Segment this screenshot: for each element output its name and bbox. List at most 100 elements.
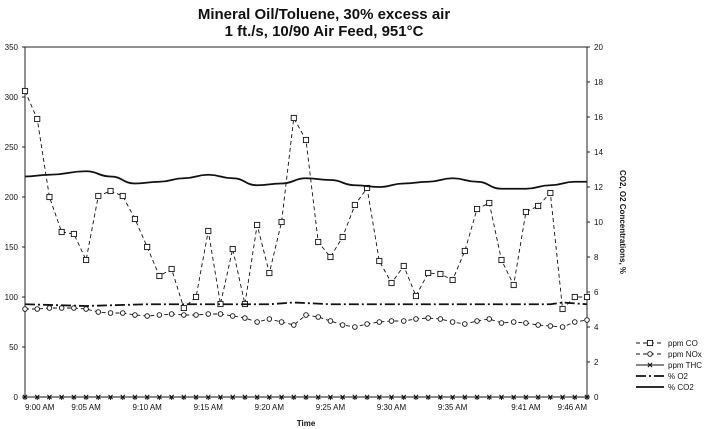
data-point xyxy=(34,115,41,123)
data-point xyxy=(144,243,151,251)
legend: ppm CO ppm NOx ppm THC % O2 % CO2 xyxy=(636,339,702,392)
x-tick-label: 9:25 AM xyxy=(316,403,346,412)
plot-area xyxy=(24,46,588,398)
data-point xyxy=(547,323,554,329)
data-point xyxy=(34,394,41,400)
data-point xyxy=(547,394,554,400)
legend-label: ppm CO xyxy=(668,339,698,348)
data-point xyxy=(559,305,566,313)
legend-label: % O2 xyxy=(668,372,689,381)
data-point xyxy=(437,316,444,322)
x-tick-label: 9:41 AM xyxy=(511,403,541,412)
legend-label: % CO2 xyxy=(668,383,694,392)
data-point xyxy=(254,221,261,229)
data-point xyxy=(119,394,126,400)
data-point xyxy=(412,394,419,400)
series-line xyxy=(24,170,587,190)
data-point xyxy=(83,306,89,312)
data-point xyxy=(474,394,481,400)
data-point xyxy=(547,189,554,197)
data-point xyxy=(437,394,444,400)
data-point xyxy=(388,318,395,324)
data-point xyxy=(315,394,322,400)
data-point xyxy=(119,310,126,316)
data-point xyxy=(217,311,224,317)
data-point xyxy=(425,269,432,277)
y-tick-label: 0 xyxy=(14,393,19,402)
y-tick-label: 100 xyxy=(5,293,19,302)
data-point xyxy=(241,394,248,400)
data-point xyxy=(572,319,578,325)
y-tick-label: 150 xyxy=(5,243,19,252)
data-point xyxy=(523,320,529,326)
y2-tick-label: 14 xyxy=(594,148,603,157)
series--co2 xyxy=(24,170,587,190)
y2-tick-label: 2 xyxy=(594,358,599,367)
data-point xyxy=(217,394,224,400)
data-point xyxy=(388,394,395,400)
data-point xyxy=(107,310,114,316)
data-point xyxy=(144,313,150,319)
data-point xyxy=(168,265,175,273)
data-point xyxy=(291,322,297,328)
y-tick-label: 300 xyxy=(5,93,19,102)
data-point xyxy=(229,313,236,319)
data-point xyxy=(131,215,139,223)
data-point xyxy=(412,292,420,300)
y2-tick-label: 10 xyxy=(594,218,603,227)
data-point xyxy=(83,256,90,264)
series-ppm-co xyxy=(21,87,591,313)
data-point xyxy=(339,233,346,241)
data-point xyxy=(559,394,566,400)
data-point xyxy=(156,312,163,318)
y2-tick-label: 20 xyxy=(594,43,603,52)
y2-axis-label: CO2, O2 Concentrations, % xyxy=(618,170,627,274)
x-tick-label: 9:20 AM xyxy=(255,403,285,412)
data-point xyxy=(462,321,468,327)
data-point xyxy=(535,394,542,400)
y-tick-label: 50 xyxy=(9,343,18,352)
data-point xyxy=(425,394,432,400)
data-point xyxy=(266,316,273,322)
data-point xyxy=(522,208,529,216)
data-point xyxy=(486,394,493,400)
data-point xyxy=(327,394,334,400)
data-point xyxy=(58,305,65,311)
data-point xyxy=(339,394,346,400)
series-layer xyxy=(21,87,591,400)
data-point xyxy=(192,293,200,301)
data-point xyxy=(327,318,334,324)
data-point xyxy=(486,199,493,207)
data-point xyxy=(376,394,383,400)
data-point xyxy=(22,306,28,312)
data-point xyxy=(522,394,529,400)
data-point xyxy=(95,309,102,315)
chart-subtitle: 1 ft./s, 10/90 Air Feed, 951°C xyxy=(225,23,424,40)
series-line xyxy=(24,301,588,307)
data-point xyxy=(22,394,28,400)
data-point xyxy=(486,316,493,322)
data-point xyxy=(388,279,395,287)
data-point xyxy=(266,269,273,277)
data-point xyxy=(584,317,590,323)
data-point xyxy=(168,394,175,400)
legend-marker xyxy=(647,351,653,357)
data-point xyxy=(559,324,566,330)
y-tick-label: 250 xyxy=(5,143,19,152)
data-point xyxy=(46,193,53,201)
data-point xyxy=(278,319,285,325)
data-point xyxy=(46,305,53,311)
data-point xyxy=(254,394,261,400)
data-point xyxy=(229,394,236,400)
data-point xyxy=(571,293,578,301)
data-point xyxy=(474,318,480,324)
data-point xyxy=(461,394,468,400)
data-point xyxy=(351,201,358,209)
data-point xyxy=(339,322,346,328)
data-point xyxy=(107,187,114,195)
data-point xyxy=(180,394,187,400)
data-point xyxy=(376,257,383,265)
data-point xyxy=(144,394,151,400)
y2-tick-label: 16 xyxy=(594,113,603,122)
